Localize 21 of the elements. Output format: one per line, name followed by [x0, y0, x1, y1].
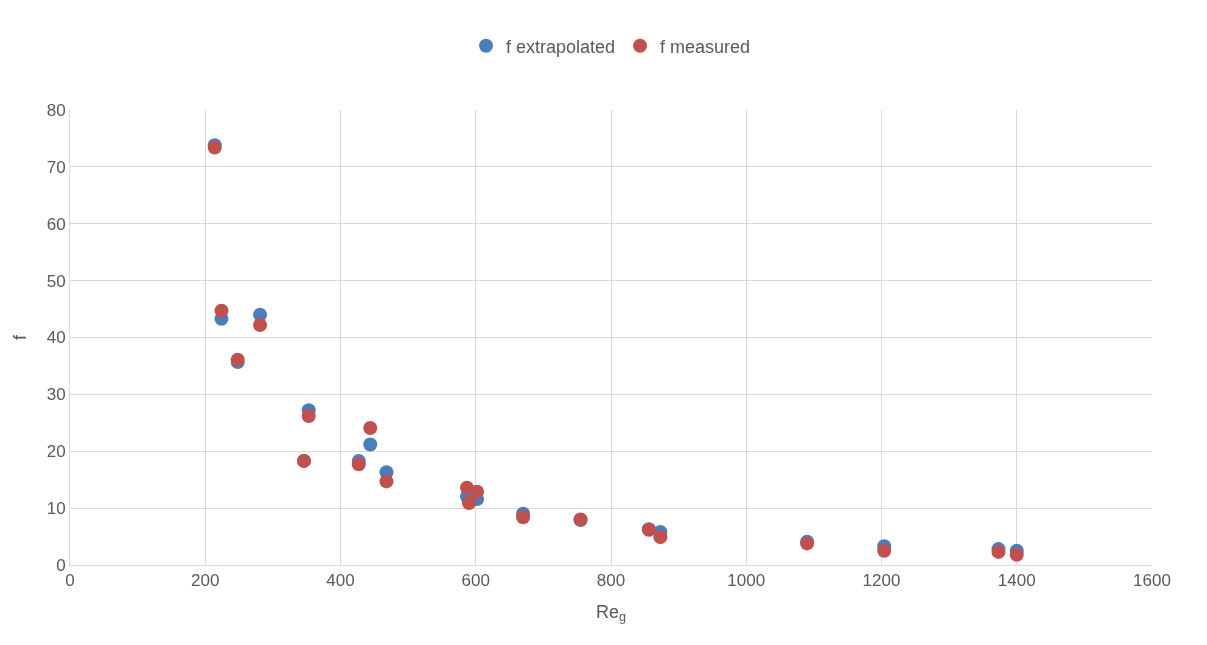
x-tick-label: 400	[326, 571, 355, 591]
x-tick-label: 1600	[1133, 571, 1171, 591]
x-tick-label: 800	[596, 571, 626, 591]
legend-label: f extrapolated	[506, 36, 616, 57]
x-axis-title: Re$_{g}$	[595, 601, 627, 625]
x-tick-label: 200	[191, 571, 220, 591]
y-tick-label: 80	[46, 100, 66, 120]
y-tick-label: 70	[46, 157, 66, 177]
x-tick-label: 1200	[862, 571, 901, 591]
y-tick-label: 30	[46, 385, 66, 405]
y-tick-label: 10	[46, 499, 66, 519]
x-tick-label: 1000	[727, 571, 766, 591]
x-tick-label: 1400	[997, 571, 1036, 591]
y-tick-label: 40	[46, 328, 66, 348]
y-tick-label: 20	[46, 442, 66, 462]
x-tick-label: 600	[461, 571, 490, 591]
y-tick-label: 60	[46, 214, 66, 234]
y-tick-label: 50	[46, 271, 66, 291]
y-axis-title: f	[9, 334, 30, 341]
y-tick-label: 0	[56, 555, 66, 575]
legend-label: f measured	[660, 36, 751, 57]
